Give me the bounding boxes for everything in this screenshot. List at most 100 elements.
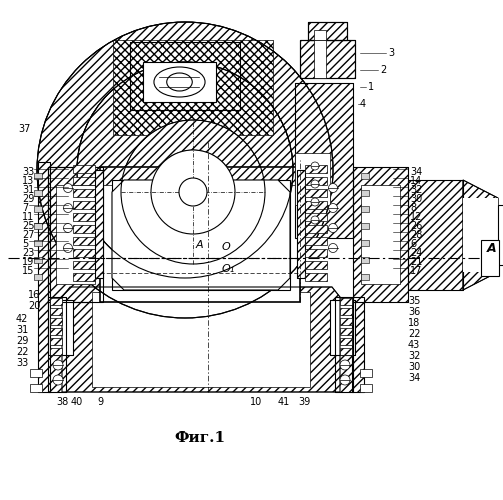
Bar xyxy=(34,190,42,196)
Bar xyxy=(73,213,95,221)
Text: 14: 14 xyxy=(410,176,422,186)
Text: O: O xyxy=(222,242,231,252)
Circle shape xyxy=(63,224,72,232)
Text: 18: 18 xyxy=(408,318,420,328)
Text: 22: 22 xyxy=(16,347,29,357)
Bar xyxy=(92,292,310,387)
Text: 10: 10 xyxy=(250,397,262,407)
Bar xyxy=(143,62,216,102)
Bar xyxy=(305,237,327,245)
Text: 33: 33 xyxy=(22,167,34,177)
Circle shape xyxy=(311,162,319,170)
Bar xyxy=(50,348,62,355)
Bar xyxy=(305,225,327,233)
Text: 15: 15 xyxy=(22,266,34,276)
Bar xyxy=(100,167,300,185)
Ellipse shape xyxy=(154,67,205,97)
Bar xyxy=(408,180,463,290)
Circle shape xyxy=(77,62,293,278)
Text: 30: 30 xyxy=(408,362,420,372)
Bar xyxy=(305,273,327,281)
Bar xyxy=(360,384,372,392)
Bar xyxy=(353,167,408,302)
Bar xyxy=(340,328,352,335)
Circle shape xyxy=(328,204,338,212)
Bar xyxy=(95,170,103,278)
Bar xyxy=(38,162,50,392)
Bar xyxy=(361,257,369,263)
Text: 17: 17 xyxy=(410,266,423,276)
Bar xyxy=(408,180,463,290)
Text: 9: 9 xyxy=(97,397,103,407)
Bar xyxy=(73,273,95,281)
Bar xyxy=(340,308,352,315)
Circle shape xyxy=(340,360,350,370)
Bar xyxy=(361,190,369,196)
Polygon shape xyxy=(463,180,498,290)
Bar xyxy=(340,338,352,345)
Text: 23: 23 xyxy=(22,248,34,258)
Bar xyxy=(300,40,355,78)
Bar xyxy=(130,42,240,110)
Text: 13: 13 xyxy=(22,176,34,186)
Bar xyxy=(314,30,326,40)
Text: 20: 20 xyxy=(28,301,40,311)
Bar xyxy=(130,42,240,110)
Bar xyxy=(34,274,42,280)
Text: 7: 7 xyxy=(22,203,28,213)
Bar xyxy=(34,173,42,179)
Bar xyxy=(361,274,369,280)
Bar xyxy=(34,223,42,229)
Bar xyxy=(305,213,327,221)
Bar xyxy=(34,257,42,263)
Bar xyxy=(56,185,95,284)
Circle shape xyxy=(151,150,235,234)
Bar xyxy=(48,167,103,302)
Text: 31: 31 xyxy=(16,325,28,335)
Bar xyxy=(73,189,95,197)
Bar xyxy=(48,297,66,392)
Text: 33: 33 xyxy=(16,358,28,368)
Bar xyxy=(308,22,347,40)
Bar xyxy=(73,225,95,233)
Bar xyxy=(305,177,327,185)
Bar xyxy=(498,205,503,265)
Text: 8: 8 xyxy=(410,203,416,213)
Bar xyxy=(100,167,300,302)
Text: 30: 30 xyxy=(410,194,422,204)
Ellipse shape xyxy=(166,73,192,91)
Bar xyxy=(30,369,42,377)
Text: 40: 40 xyxy=(71,397,83,407)
Bar xyxy=(335,297,353,392)
Bar xyxy=(353,167,408,302)
Bar xyxy=(300,40,355,78)
Bar xyxy=(113,40,273,135)
Bar xyxy=(73,237,95,245)
Polygon shape xyxy=(121,120,265,264)
Text: 36: 36 xyxy=(408,307,420,317)
Text: 37: 37 xyxy=(18,124,30,134)
Circle shape xyxy=(328,184,338,192)
Text: 1: 1 xyxy=(368,82,374,92)
Text: 39: 39 xyxy=(298,397,310,407)
Circle shape xyxy=(340,375,350,385)
Text: 16: 16 xyxy=(28,290,40,300)
Polygon shape xyxy=(62,287,340,392)
Bar xyxy=(48,300,73,355)
Bar xyxy=(305,189,327,197)
Circle shape xyxy=(63,184,72,192)
Text: 32: 32 xyxy=(410,185,423,195)
Circle shape xyxy=(311,216,319,224)
Text: 29: 29 xyxy=(16,336,28,346)
Bar xyxy=(361,240,369,246)
Text: 26: 26 xyxy=(410,221,423,231)
Bar xyxy=(305,165,327,173)
Circle shape xyxy=(328,224,338,232)
Polygon shape xyxy=(37,22,333,318)
Circle shape xyxy=(179,178,207,206)
Text: 41: 41 xyxy=(278,397,290,407)
Circle shape xyxy=(311,180,319,188)
Text: 2: 2 xyxy=(380,65,386,75)
Text: 31: 31 xyxy=(22,185,34,195)
Text: 19: 19 xyxy=(22,257,34,267)
